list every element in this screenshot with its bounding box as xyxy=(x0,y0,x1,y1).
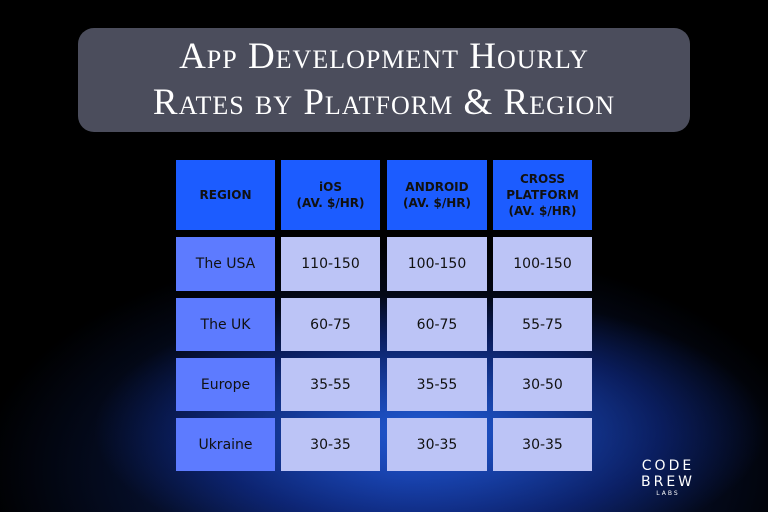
rate-cell: 55-75 xyxy=(493,298,592,351)
rate-cell: 30-35 xyxy=(281,418,380,471)
rate-cell: 100-150 xyxy=(493,237,592,291)
rate-cell: 30-35 xyxy=(493,418,592,471)
rate-cell: 100-150 xyxy=(387,237,487,291)
title-box: App Development Hourly Rates by Platform… xyxy=(78,28,690,132)
title-line: App Development Hourly xyxy=(179,36,589,77)
header-cell: ANDROID (AV. $/HR) xyxy=(387,160,487,230)
rate-cell: 110-150 xyxy=(281,237,380,291)
rate-cell: 30-35 xyxy=(387,418,487,471)
region-cell: The UK xyxy=(176,298,275,351)
region-cell: Europe xyxy=(176,358,275,411)
rate-cell: 60-75 xyxy=(387,298,487,351)
logo: CODE BREW LABS xyxy=(618,458,718,497)
header-cell: REGION xyxy=(176,160,275,230)
header-cell: iOS (AV. $/HR) xyxy=(281,160,380,230)
rate-cell: 60-75 xyxy=(281,298,380,351)
title-line: Rates by Platform & Region xyxy=(152,82,616,123)
rate-cell: 35-55 xyxy=(387,358,487,411)
region-cell: Ukraine xyxy=(176,418,275,471)
rate-cell: 30-50 xyxy=(493,358,592,411)
logo-sub: LABS xyxy=(656,490,680,497)
rate-cell: 35-55 xyxy=(281,358,380,411)
region-cell: The USA xyxy=(176,237,275,291)
logo-name: CODE BREW xyxy=(640,458,696,490)
header-cell: CROSS PLATFORM (AV. $/HR) xyxy=(493,160,592,230)
